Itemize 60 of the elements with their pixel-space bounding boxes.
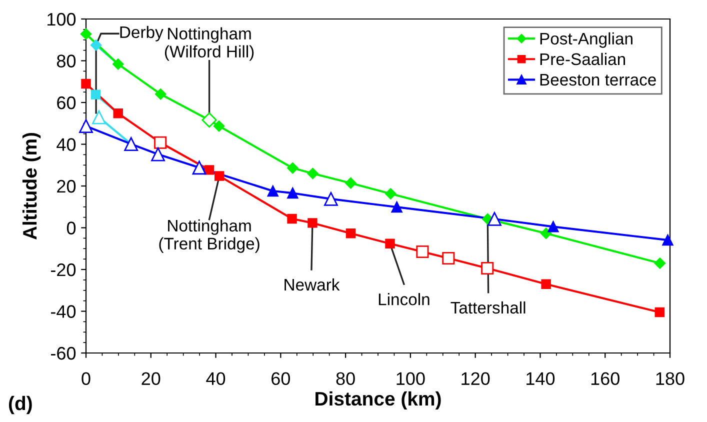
point [155, 88, 166, 100]
point [80, 28, 92, 40]
legend-label: Beeston terrace [540, 74, 656, 86]
point [81, 78, 91, 89]
point [488, 212, 502, 226]
point [308, 218, 318, 228]
point [90, 39, 102, 51]
x-tick-label: 140 [526, 372, 555, 386]
point [92, 110, 106, 124]
point [307, 168, 318, 180]
x-tick-label: 120 [462, 372, 490, 386]
x-axis-title: Distance (km) [316, 391, 441, 410]
point [345, 177, 356, 189]
y-tick-label: -60 [50, 346, 76, 360]
x-tick-label: 60 [272, 372, 290, 386]
x-tick-label: 0 [82, 372, 90, 386]
point [204, 165, 214, 175]
x-tick-label: 160 [591, 372, 620, 386]
y-tick-label: -40 [50, 305, 76, 318]
point [151, 147, 165, 162]
y-tick-label: 100 [48, 12, 76, 26]
annotation: Lincoln [378, 293, 430, 306]
point [213, 120, 225, 132]
point [324, 192, 338, 206]
y-tick-label: 80 [56, 54, 76, 68]
point [192, 160, 206, 175]
point [346, 228, 356, 238]
y-tick-label: 20 [57, 180, 76, 193]
point [113, 108, 123, 118]
point [287, 214, 297, 224]
point [654, 307, 664, 318]
annotation: Derby [120, 26, 164, 42]
point [112, 58, 124, 70]
annotation: Nottingham (Trent Bridge) [159, 219, 260, 253]
x-tick-label: 20 [142, 372, 160, 386]
point [540, 228, 552, 239]
point [385, 188, 396, 200]
x-tick-label: 40 [206, 372, 226, 386]
legend-label: Pre-Saalian [540, 52, 626, 66]
text: (d) [8, 396, 32, 414]
y-axis-title: Altitude (m) [22, 132, 41, 240]
legend-label: Post-Anglian [540, 32, 632, 48]
point [79, 119, 93, 134]
point [541, 279, 551, 289]
annotation: Newark [284, 278, 340, 291]
y-tick-label: 0 [66, 222, 76, 234]
point [287, 162, 298, 174]
point [385, 238, 395, 248]
y-tick-label: 60 [57, 96, 76, 110]
y-tick-label: 40 [56, 138, 76, 151]
annotation: Nottingham (Wilford Hill) [164, 27, 254, 61]
x-tick-label: 100 [396, 372, 425, 386]
x-tick-label: 80 [336, 372, 355, 386]
point [654, 258, 666, 269]
x-tick-label: 180 [656, 372, 684, 386]
annotation: Tattershall [450, 301, 526, 314]
y-tick-label: -20 [50, 263, 76, 276]
point [214, 171, 224, 181]
point [124, 137, 138, 151]
point [90, 90, 101, 100]
